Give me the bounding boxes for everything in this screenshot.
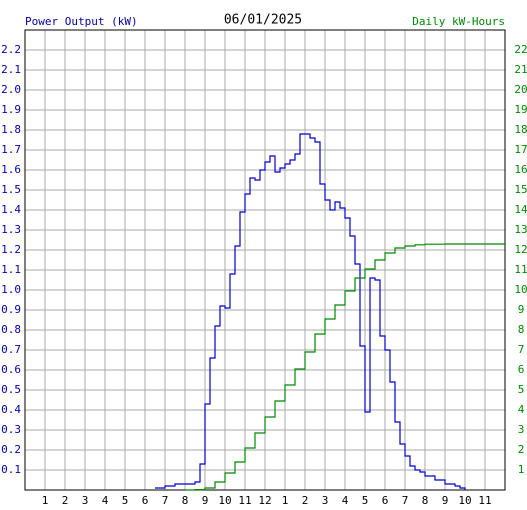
y2-tick-label: 4	[518, 403, 525, 416]
y-tick-label: 1.3	[1, 223, 21, 236]
y2-tick-label: 10	[514, 283, 527, 296]
x-tick-label: 4	[102, 494, 109, 507]
y-tick-label: 0.3	[1, 423, 21, 436]
y2-tick-label: 7	[518, 343, 525, 356]
y2-tick-label: 17	[514, 143, 527, 156]
y2-tick-label: 21	[514, 63, 527, 76]
x-tick-label: 7	[162, 494, 169, 507]
y-tick-label: 1.2	[1, 243, 21, 256]
y2-tick-label: 6	[518, 363, 525, 376]
x-tick-label: 1	[42, 494, 49, 507]
y2-tick-label: 16	[514, 163, 527, 176]
series-line	[185, 243, 505, 491]
y2-tick-label: 9	[518, 303, 525, 316]
x-tick-label: 5	[362, 494, 369, 507]
x-tick-label: 8	[422, 494, 429, 507]
x-tick-label: 9	[442, 494, 449, 507]
x-tick-label: 11	[478, 494, 491, 507]
y2-tick-label: 22	[514, 43, 527, 56]
y2-tick-label: 11	[514, 263, 527, 276]
y-tick-label: 2.0	[1, 83, 21, 96]
y-tick-label: 1.5	[1, 183, 21, 196]
y-tick-label: 1.6	[1, 163, 21, 176]
x-tick-label: 3	[82, 494, 89, 507]
x-tick-label: 2	[302, 494, 309, 507]
y-tick-label: 1.1	[1, 263, 21, 276]
y-tick-label: 1.9	[1, 103, 21, 116]
x-tick-label: 3	[322, 494, 329, 507]
y2-tick-label: 19	[514, 103, 527, 116]
y-tick-label: 1.0	[1, 283, 21, 296]
y2-tick-label: 13	[514, 223, 527, 236]
y-tick-label: 2.1	[1, 63, 21, 76]
series-line	[155, 133, 466, 490]
x-tick-label: 7	[402, 494, 409, 507]
y-tick-label: 1.7	[1, 143, 21, 156]
y2-tick-label: 5	[518, 383, 525, 396]
y-tick-label: 1.4	[1, 203, 21, 216]
y-tick-label: 1.8	[1, 123, 21, 136]
y-tick-label: 0.5	[1, 383, 21, 396]
plot-border	[24, 29, 506, 491]
x-tick-label: 10	[218, 494, 231, 507]
x-tick-label: 2	[62, 494, 69, 507]
y-tick-label: 2.2	[1, 43, 21, 56]
y2-tick-label: 2	[518, 443, 525, 456]
y-tick-label: 0.1	[1, 463, 21, 476]
y-tick-label: 0.4	[1, 403, 21, 416]
chart-title: 06/01/2025	[224, 13, 302, 28]
x-tick-label: 11	[238, 494, 251, 507]
y-tick-label: 0.9	[1, 303, 21, 316]
y-tick-label: 0.6	[1, 363, 21, 376]
y2-tick-label: 1	[518, 463, 525, 476]
y2-tick-label: 15	[514, 183, 527, 196]
x-tick-label: 9	[202, 494, 209, 507]
y2-axis-label: Daily kW-Hours	[412, 15, 505, 28]
x-tick-label: 6	[382, 494, 389, 507]
y2-tick-label: 12	[514, 243, 527, 256]
x-tick-label: 4	[342, 494, 349, 507]
x-tick-label: 10	[458, 494, 471, 507]
y-tick-label: 0.7	[1, 343, 21, 356]
x-tick-label: 8	[182, 494, 189, 507]
y-axis-label: Power Output (kW)	[25, 15, 138, 28]
y-tick-label: 0.2	[1, 443, 21, 456]
y2-tick-label: 20	[514, 83, 527, 96]
y-tick-label: 0.8	[1, 323, 21, 336]
x-tick-label: 5	[122, 494, 129, 507]
x-tick-label: 6	[142, 494, 149, 507]
x-tick-label: 1	[282, 494, 289, 507]
y2-tick-label: 14	[514, 203, 527, 216]
x-tick-label: 12	[258, 494, 271, 507]
y2-tick-label: 8	[518, 323, 525, 336]
y2-tick-label: 18	[514, 123, 527, 136]
y2-tick-label: 3	[518, 423, 525, 436]
